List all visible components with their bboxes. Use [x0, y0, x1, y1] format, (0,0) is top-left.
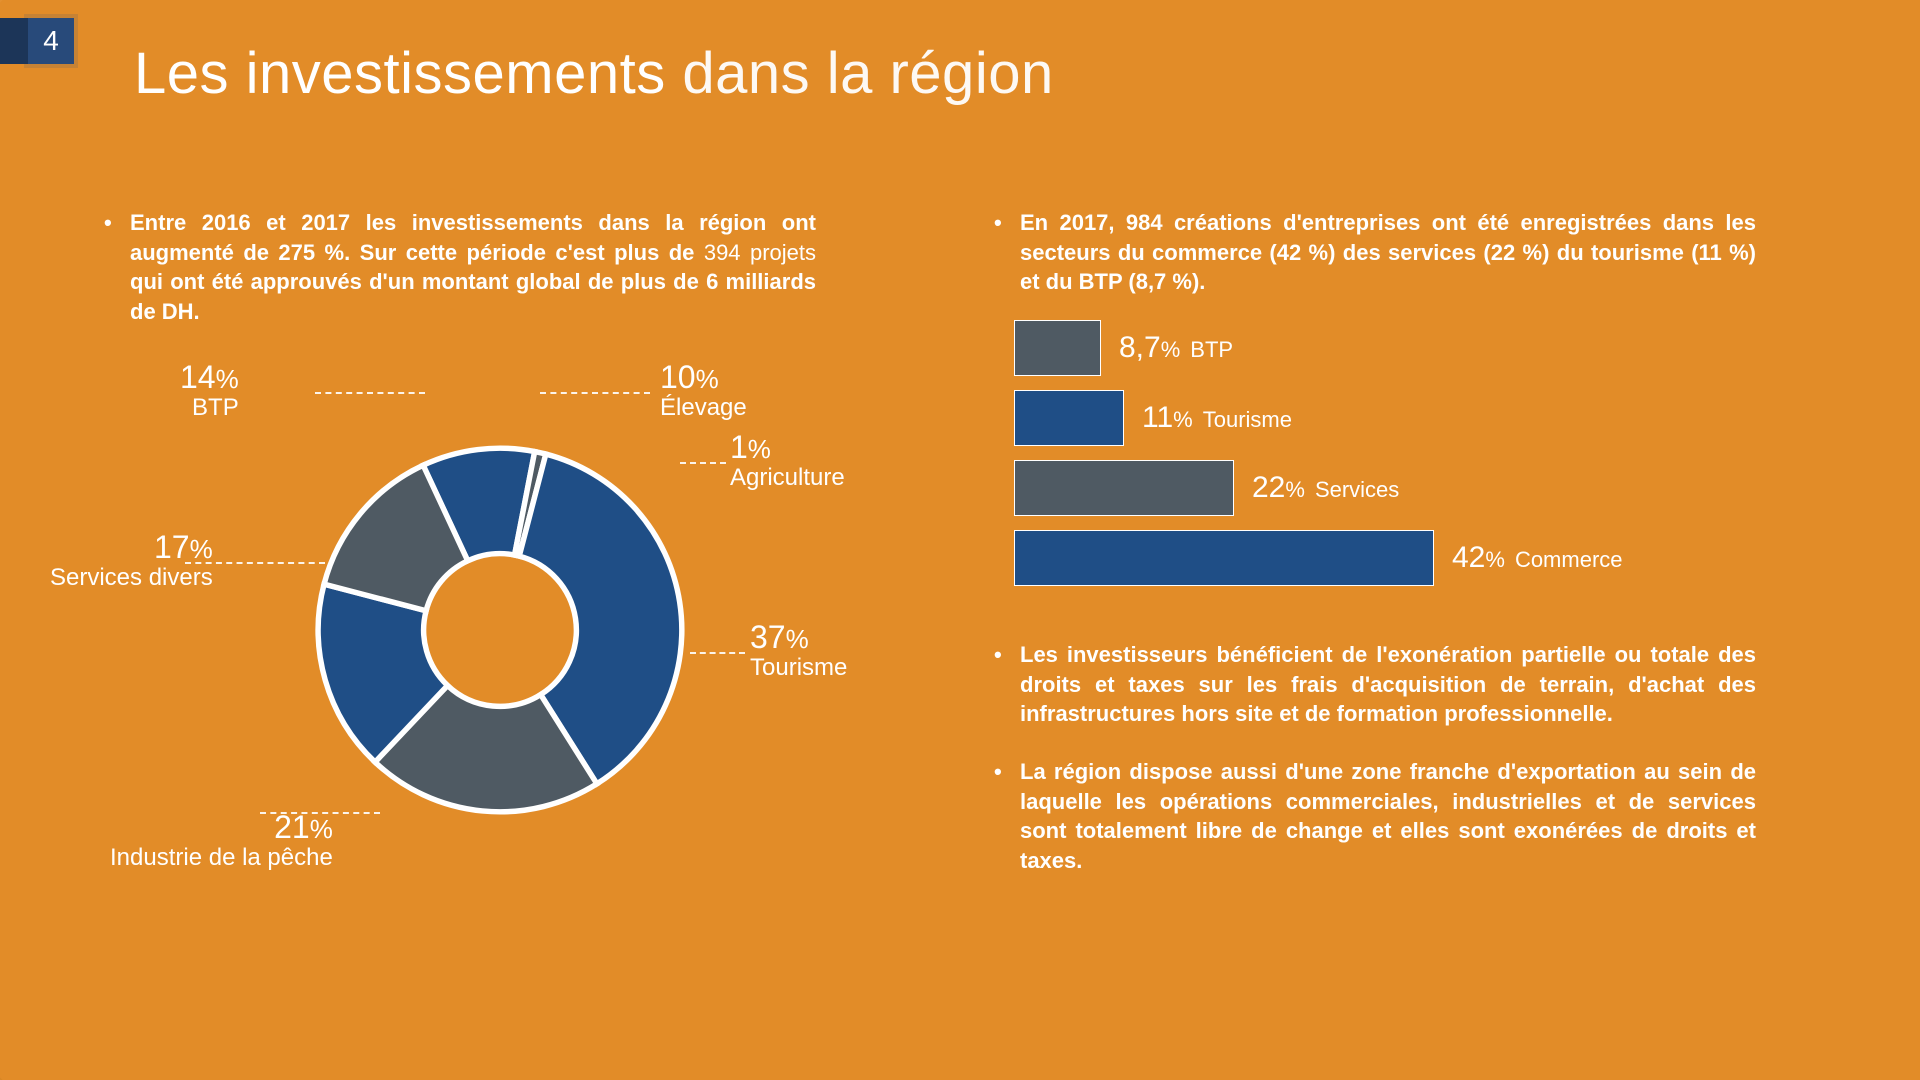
- donut-label-name: Élevage: [660, 395, 747, 421]
- donut-chart-area: 14%BTP17%Services divers21%Industrie de …: [60, 390, 890, 990]
- bar: [1014, 530, 1434, 586]
- donut-label: 21%Industrie de la pêche: [110, 810, 333, 872]
- donut-label-name: Services divers: [50, 565, 213, 591]
- donut-label-name: Tourisme: [750, 655, 847, 681]
- left-p1-soft: 394 projets: [704, 240, 816, 265]
- left-bullet-1: Entre 2016 et 2017 les investissements d…: [96, 208, 816, 327]
- bar: [1014, 390, 1124, 446]
- donut-label: 1%Agriculture: [730, 430, 845, 492]
- right-bullets-top: En 2017, 984 créations d'entreprises ont…: [986, 208, 1756, 297]
- bar-label: 42% Commerce: [1452, 541, 1623, 575]
- title-bold: Les investissements: [134, 41, 666, 106]
- title-rest: dans la région: [666, 41, 1054, 106]
- right-bullets-bottom: Les investisseurs bénéficient de l'exoné…: [986, 640, 1756, 876]
- leader-line: [540, 392, 650, 394]
- donut-label-pct: 10%: [660, 360, 747, 395]
- right-column-lower: Les investisseurs bénéficient de l'exoné…: [986, 640, 1756, 904]
- donut-label: 17%Services divers: [50, 530, 213, 592]
- bar-pct: 22%: [1252, 471, 1305, 505]
- page-number: 4: [43, 25, 59, 57]
- donut-label: 10%Élevage: [660, 360, 747, 422]
- donut-svg: [300, 430, 700, 830]
- donut-label-pct: 1%: [730, 430, 845, 465]
- donut-label-name: Agriculture: [730, 465, 845, 491]
- page-title: Les investissements dans la région: [134, 40, 1054, 107]
- right-column: En 2017, 984 créations d'entreprises ont…: [986, 208, 1756, 325]
- left-column: Entre 2016 et 2017 les investissements d…: [96, 208, 816, 355]
- bar-name: Tourisme: [1203, 407, 1292, 433]
- leader-line: [690, 652, 745, 654]
- bar-label: 8,7% BTP: [1119, 331, 1233, 365]
- leader-line: [680, 462, 726, 464]
- donut-label-name: Industrie de la pêche: [110, 845, 333, 871]
- bar-label: 22% Services: [1252, 471, 1399, 505]
- leader-line: [315, 392, 425, 394]
- bar-pct: 42%: [1452, 541, 1505, 575]
- bar: [1014, 460, 1234, 516]
- right-bullet-2: Les investisseurs bénéficient de l'exoné…: [986, 640, 1756, 729]
- bar-name: BTP: [1190, 337, 1233, 363]
- donut-label-pct: 21%: [110, 810, 333, 845]
- donut-label-name: BTP: [180, 395, 239, 421]
- page-number-badge: 4: [28, 18, 74, 64]
- right-bullet-3: La région dispose aussi d'une zone franc…: [986, 757, 1756, 876]
- donut-label-pct: 37%: [750, 620, 847, 655]
- donut-label: 37%Tourisme: [750, 620, 847, 682]
- bar-row: 42% Commerce: [1014, 530, 1754, 586]
- right-bullet-1: En 2017, 984 créations d'entreprises ont…: [986, 208, 1756, 297]
- leader-line: [260, 812, 380, 814]
- donut-label-pct: 17%: [50, 530, 213, 565]
- bar-pct: 8,7%: [1119, 331, 1180, 365]
- donut-label-pct: 14%: [180, 360, 239, 395]
- bar-pct: 11%: [1142, 401, 1193, 435]
- leader-line: [185, 562, 325, 564]
- bar-row: 22% Services: [1014, 460, 1754, 516]
- bar-name: Services: [1315, 477, 1399, 503]
- left-p1-b: qui ont été approuvés d'un montant globa…: [130, 269, 816, 324]
- bar-row: 8,7% BTP: [1014, 320, 1754, 376]
- bar: [1014, 320, 1101, 376]
- donut-chart: [300, 430, 700, 830]
- bar-label: 11% Tourisme: [1142, 401, 1292, 435]
- bar-chart: 8,7% BTP 11% Tourisme 22% Services 42% Commerce: [1014, 320, 1754, 600]
- bar-row: 11% Tourisme: [1014, 390, 1754, 446]
- left-bullets: Entre 2016 et 2017 les investissements d…: [96, 208, 816, 327]
- donut-label: 14%BTP: [180, 360, 239, 422]
- bar-name: Commerce: [1515, 547, 1623, 573]
